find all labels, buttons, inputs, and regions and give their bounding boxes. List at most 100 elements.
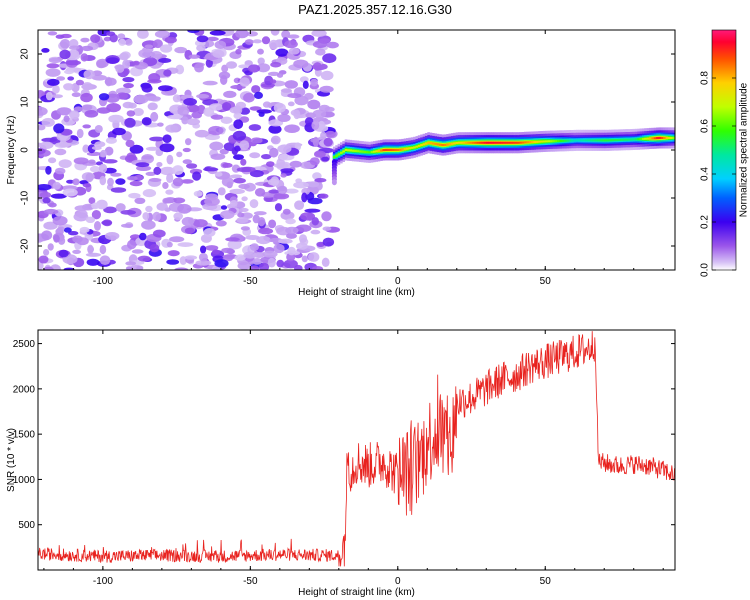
noise-blob — [187, 30, 200, 34]
trace-cell — [545, 140, 548, 143]
noise-blob — [146, 96, 161, 101]
noise-blob — [121, 223, 133, 228]
noise-blob — [124, 117, 136, 128]
noise-blob — [252, 39, 262, 44]
noise-blob — [214, 171, 223, 177]
noise-blob — [223, 90, 237, 98]
noise-blob — [148, 178, 162, 182]
colorbar-ticks: 0.0 0.2 0.4 0.6 0.8 Normalized spectral ampli… — [700, 71, 750, 277]
noise-blob — [278, 238, 293, 244]
trace-cell — [660, 136, 664, 139]
trace-cell — [630, 138, 633, 141]
trace-cell — [491, 141, 494, 144]
trace-cell — [653, 137, 657, 140]
noise-blob — [38, 106, 48, 116]
noise-blob — [250, 137, 263, 144]
noise-blob — [91, 146, 102, 150]
trace-cell — [531, 141, 534, 144]
noise-blob — [229, 106, 241, 114]
noise-blob — [256, 63, 271, 73]
noise-blob — [152, 229, 166, 238]
noise-blob — [225, 61, 238, 69]
noise-blob — [284, 80, 298, 89]
noise-blob — [122, 68, 130, 75]
noise-blob — [145, 146, 160, 151]
noise-blob — [57, 226, 65, 231]
noise-blob — [200, 245, 207, 254]
noise-blob — [52, 215, 68, 226]
noise-blob — [68, 49, 80, 59]
noise-blob — [315, 48, 326, 56]
noise-blob — [258, 227, 274, 235]
noise-blob — [96, 107, 111, 114]
noise-blob — [174, 267, 189, 270]
trace-cell — [599, 139, 603, 142]
noise-blob — [123, 83, 134, 89]
trace-cell — [634, 138, 638, 141]
bottom-plot-frame — [37, 329, 676, 571]
noise-blob — [85, 172, 94, 183]
noise-blob — [198, 252, 208, 262]
noise-blob — [153, 166, 162, 175]
trace-cell — [354, 149, 357, 152]
colorbar-tick-label: 0.0 — [700, 263, 711, 277]
noise-blob — [150, 51, 163, 59]
trace-cell — [613, 139, 617, 142]
noise-blob — [115, 203, 126, 212]
noise-blob — [276, 157, 286, 168]
trace-cell — [644, 137, 647, 140]
noise-blob — [41, 137, 57, 143]
snr-line-area — [38, 331, 675, 567]
trace-cell — [483, 141, 487, 144]
trace-cell — [358, 150, 362, 153]
noise-blob — [177, 242, 194, 248]
noise-blob — [41, 48, 50, 53]
trace-cell — [432, 142, 435, 145]
noise-blob — [148, 73, 161, 83]
trace-cell — [611, 139, 614, 142]
trace-cell — [552, 140, 555, 143]
trace-cell — [465, 141, 468, 144]
noise-blob — [184, 255, 198, 260]
noise-blob — [285, 218, 296, 225]
noise-blob — [156, 202, 168, 211]
noise-blob — [51, 94, 63, 99]
noise-blob — [84, 110, 99, 118]
noise-blob — [132, 108, 144, 116]
noise-blob — [192, 171, 202, 181]
noise-blob — [304, 208, 321, 213]
noise-blob — [99, 244, 107, 255]
noise-blob — [287, 34, 300, 39]
noise-blob — [253, 211, 267, 216]
noise-blob — [79, 226, 90, 233]
noise-blob — [221, 247, 234, 254]
noise-blob — [204, 197, 220, 206]
trace-cell — [441, 144, 445, 147]
noise-blob — [314, 150, 326, 158]
trace-cell — [486, 141, 489, 144]
noise-blob — [67, 76, 75, 81]
trace-cell — [557, 139, 560, 142]
trace-cell — [335, 154, 338, 157]
trace-cell — [500, 141, 504, 144]
noise-blob — [233, 112, 242, 119]
trace-cell — [540, 140, 544, 143]
noise-blob — [220, 205, 228, 210]
trace-cell — [672, 136, 675, 139]
noise-blob — [308, 252, 320, 262]
trace-cell — [446, 143, 449, 146]
noise-blob — [304, 117, 314, 126]
noise-blob — [312, 136, 320, 147]
trace-cell — [476, 141, 480, 144]
noise-blob — [247, 64, 261, 73]
noise-blob — [234, 145, 241, 152]
noise-blob — [166, 154, 174, 165]
noise-blob — [103, 36, 112, 42]
noise-blob — [243, 92, 255, 103]
noise-blob — [193, 219, 208, 228]
noise-blob — [64, 69, 74, 75]
noise-blob — [82, 124, 91, 129]
noise-blob — [204, 133, 220, 141]
noise-blob — [236, 217, 249, 224]
